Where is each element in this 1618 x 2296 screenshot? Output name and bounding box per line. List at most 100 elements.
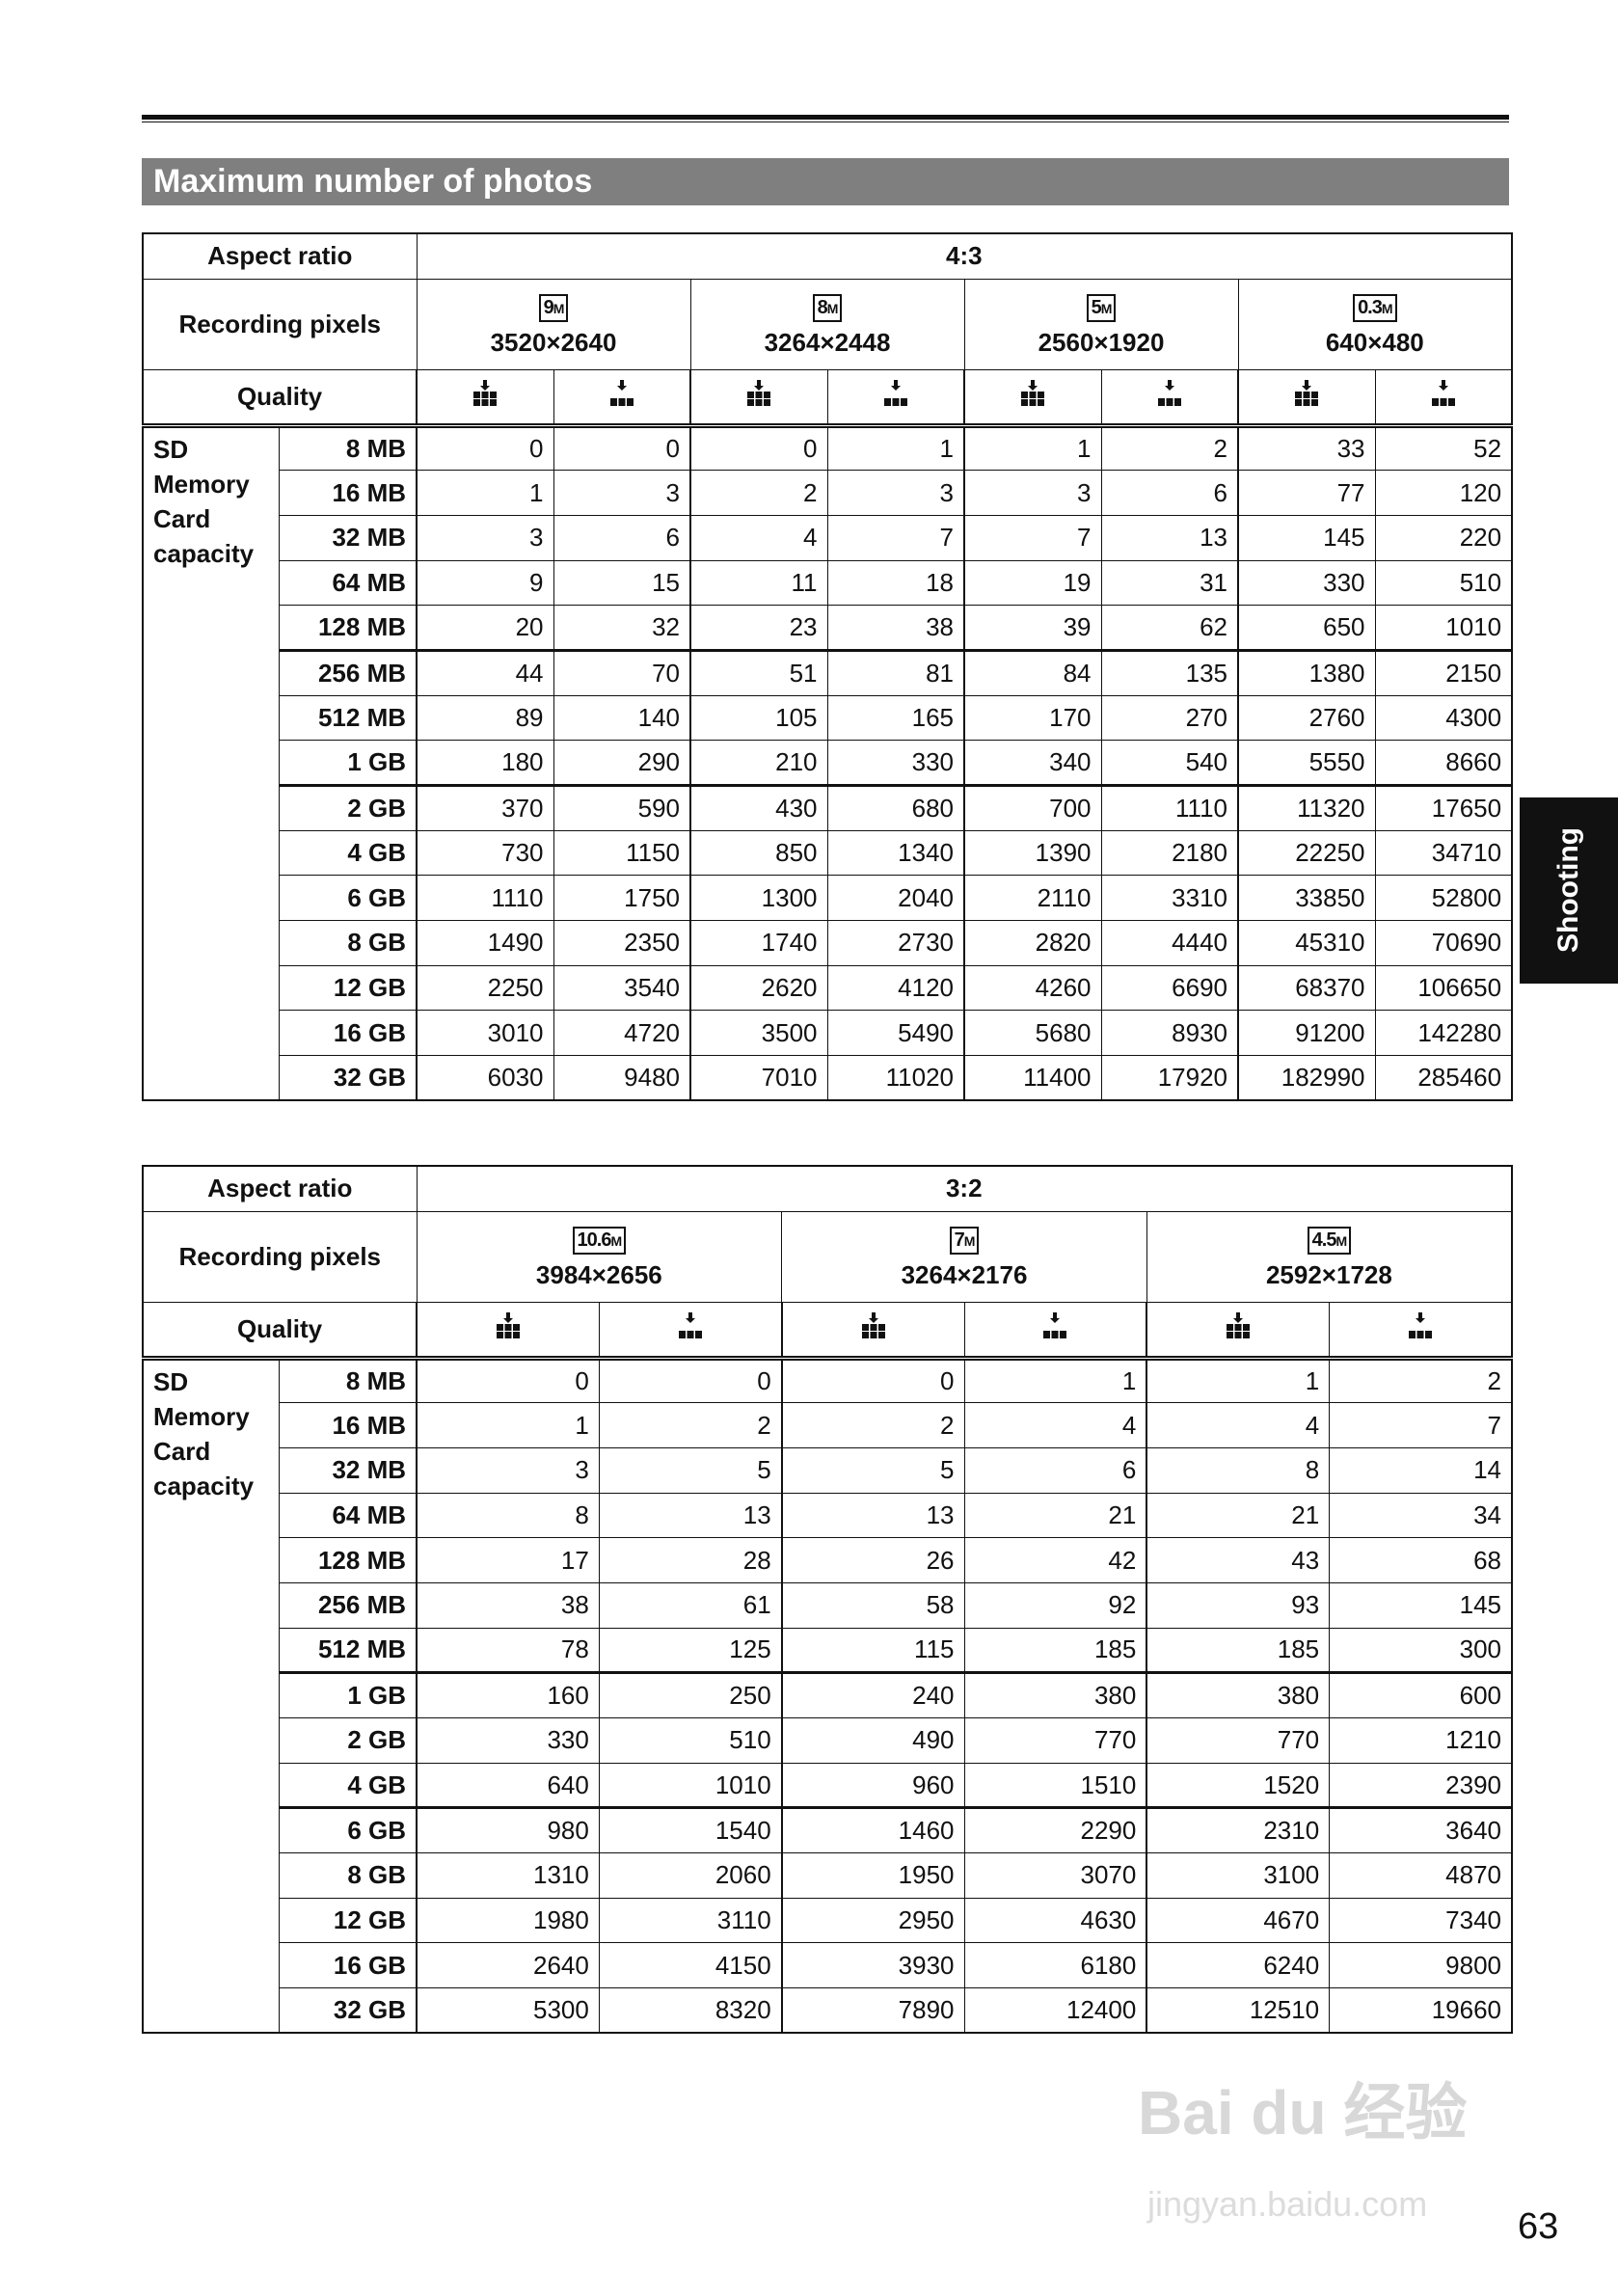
photo-count: 730 xyxy=(416,829,554,877)
resolution-pixels: 2592×1728 xyxy=(1265,1260,1392,1289)
photo-count: 1210 xyxy=(1329,1717,1513,1764)
quality-standard-icon xyxy=(883,379,907,406)
table-row: 2 GB 330 510 490 770 770 1210 xyxy=(143,1717,1513,1764)
photo-count: 13 xyxy=(780,1492,965,1539)
photo-count: 2310 xyxy=(1146,1807,1331,1854)
resolution-header: 9M 3520×2640 xyxy=(416,278,691,370)
photo-count: 2 xyxy=(598,1402,783,1448)
photo-count: 770 xyxy=(1146,1717,1331,1764)
photo-count: 34710 xyxy=(1374,829,1513,877)
photo-count: 22250 xyxy=(1237,829,1376,877)
recording-pixels-row: Recording pixels 9M 3520×2640 8M 3264×2448 5M… xyxy=(142,278,1513,370)
card-size: 32 GB xyxy=(278,1987,418,2034)
photo-count: 17920 xyxy=(1100,1055,1239,1101)
quality-cell xyxy=(963,368,1102,428)
photo-count: 600 xyxy=(1329,1672,1513,1718)
photo-count: 220 xyxy=(1374,514,1513,561)
resolution-pixels: 2560×1920 xyxy=(1038,328,1165,357)
section-title: Maximum number of photos xyxy=(142,158,1509,205)
photo-count: 1 xyxy=(826,424,965,472)
photo-count: 15 xyxy=(553,559,691,607)
recording-pixels-row: Recording pixels 10.6M 3984×2656 7M 3264×217… xyxy=(142,1210,1513,1303)
photo-count: 2290 xyxy=(963,1807,1147,1854)
photo-count: 7 xyxy=(826,514,965,561)
photo-count: 330 xyxy=(826,740,965,787)
card-size: 2 GB xyxy=(278,1717,418,1764)
photo-count: 2760 xyxy=(1237,694,1376,742)
photo-count: 2950 xyxy=(780,1897,965,1944)
table-row: 64 MB 9 15 11 18 19 31 330 510 xyxy=(143,559,1513,607)
photos-table-3-2: Aspect ratio 3:2 Recording pixels 10.6M 3984… xyxy=(142,1165,1513,2035)
quality-cell xyxy=(1329,1301,1513,1361)
photo-count: 180 xyxy=(416,740,554,787)
photo-count: 77 xyxy=(1237,470,1376,516)
photo-count: 9 xyxy=(416,559,554,607)
resolution-header: 7M 3264×2176 xyxy=(781,1210,1147,1303)
resolution-badge-unit: M xyxy=(1381,301,1393,316)
card-size: 4 GB xyxy=(278,1762,418,1810)
photo-count: 8 xyxy=(416,1492,600,1539)
photo-count: 2 xyxy=(780,1402,965,1448)
card-size: 32 GB xyxy=(278,1055,418,1101)
photo-count: 540 xyxy=(1100,740,1239,787)
quality-cell xyxy=(553,368,691,428)
photo-count: 1 xyxy=(416,1402,600,1448)
photo-count: 91200 xyxy=(1237,1010,1376,1057)
card-size: 32 MB xyxy=(278,514,418,561)
quality-fine-icon xyxy=(747,379,771,406)
photo-count: 70 xyxy=(553,649,691,696)
photo-count: 7 xyxy=(963,514,1102,561)
photos-table-4-3: Aspect ratio 4:3 Recording pixels 9M 3520×26… xyxy=(142,232,1514,1102)
photo-count: 0 xyxy=(416,1357,600,1404)
card-size: 8 GB xyxy=(278,920,418,966)
card-size: 4 GB xyxy=(278,829,418,877)
resolution-pixels: 3520×2640 xyxy=(490,328,617,357)
card-size: 128 MB xyxy=(278,1537,418,1583)
photo-count: 2040 xyxy=(826,875,965,922)
photo-count: 3540 xyxy=(553,964,691,1012)
quality-fine-icon xyxy=(1227,1311,1251,1338)
photo-count: 2 xyxy=(1100,424,1239,472)
photo-count: 1950 xyxy=(780,1852,965,1899)
photo-count: 89 xyxy=(416,694,554,742)
card-capacity-label: SD Memory Card capacity xyxy=(142,1357,280,2034)
photo-count: 240 xyxy=(780,1672,965,1718)
resolution-pixels: 640×480 xyxy=(1325,328,1424,357)
photo-count: 165 xyxy=(826,694,965,742)
table-row: 256 MB 38 61 58 92 93 145 xyxy=(143,1581,1513,1629)
photo-count: 11320 xyxy=(1237,785,1376,831)
card-size: 8 MB xyxy=(278,1357,418,1404)
photo-count: 68 xyxy=(1329,1537,1513,1583)
photo-count: 58 xyxy=(780,1581,965,1629)
photo-count: 1150 xyxy=(553,829,691,877)
photo-count: 1520 xyxy=(1146,1762,1331,1810)
photo-count: 6 xyxy=(553,514,691,561)
photo-count: 490 xyxy=(780,1717,965,1764)
photo-count: 32 xyxy=(553,605,691,652)
photo-count: 42 xyxy=(963,1537,1147,1583)
photo-count: 1110 xyxy=(416,875,554,922)
watermark-url: jingyan.baidu.com xyxy=(1147,2184,1428,2224)
photo-count: 270 xyxy=(1100,694,1239,742)
photo-count: 290 xyxy=(553,740,691,787)
photo-count: 1340 xyxy=(826,829,965,877)
card-size: 16 MB xyxy=(278,1402,418,1448)
quality-fine-icon xyxy=(861,1311,885,1338)
photo-count: 1010 xyxy=(1374,605,1513,652)
table-row: 128 MB 20 32 23 38 39 62 650 1010 xyxy=(143,605,1513,652)
photo-count: 61 xyxy=(598,1581,783,1629)
table-row: 512 MB 89 140 105 165 170 270 2760 4300 xyxy=(143,694,1513,742)
resolution-badge-unit: M xyxy=(610,1233,622,1249)
photo-count: 8930 xyxy=(1100,1010,1239,1057)
photo-count: 13 xyxy=(1100,514,1239,561)
photo-count: 12510 xyxy=(1146,1987,1331,2034)
photo-count: 51 xyxy=(689,649,828,696)
photo-count: 52800 xyxy=(1374,875,1513,922)
table-row: 4 GB 730 1150 850 1340 1390 2180 22250 34710 xyxy=(143,829,1513,877)
photo-count: 1510 xyxy=(963,1762,1147,1810)
photo-count: 4 xyxy=(1146,1402,1331,1448)
photo-count: 4260 xyxy=(963,964,1102,1012)
card-size: 6 GB xyxy=(278,875,418,922)
card-size: 64 MB xyxy=(278,1492,418,1539)
table-row: SD Memory Card capacity 8 MB 0 0 0 1 1 2 33 52 xyxy=(142,424,1513,1101)
